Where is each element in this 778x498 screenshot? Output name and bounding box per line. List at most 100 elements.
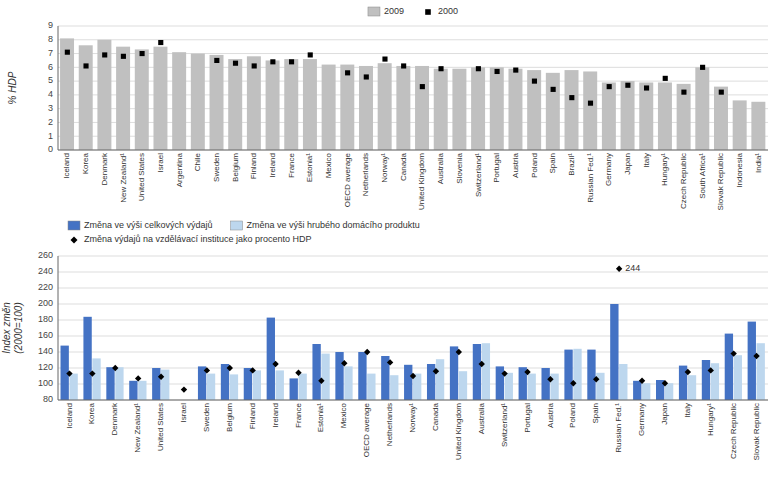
bar xyxy=(452,69,466,150)
x-tick-label: South Africa¹ xyxy=(698,153,707,199)
bar xyxy=(508,69,522,150)
y-tick-label: 5 xyxy=(48,75,53,85)
point xyxy=(501,370,507,376)
point xyxy=(708,367,714,373)
y-axis-label: Index změn(2000=100) xyxy=(1,302,24,354)
x-tick-label: Korea xyxy=(81,152,90,174)
x-tick-label: Iceland xyxy=(65,403,74,429)
y-axis-line xyxy=(58,256,59,400)
point xyxy=(295,370,301,376)
bar xyxy=(757,343,765,400)
point xyxy=(524,369,530,375)
y-tick-label: 140 xyxy=(38,346,53,356)
point xyxy=(433,368,439,374)
point xyxy=(318,378,324,384)
bar xyxy=(390,375,398,400)
x-axis-line xyxy=(58,400,768,401)
y-tick-label: 200 xyxy=(38,298,53,308)
point xyxy=(112,365,118,371)
bar xyxy=(459,371,467,400)
bar xyxy=(135,49,149,150)
bar xyxy=(415,66,429,150)
x-tick-label: Italy xyxy=(642,153,651,168)
x-tick-label: Portugal xyxy=(492,153,501,183)
legend-label: 2000 xyxy=(438,6,458,16)
bar xyxy=(228,59,242,150)
point xyxy=(438,66,443,71)
bar xyxy=(633,381,641,400)
x-tick-label: Belgium xyxy=(231,153,240,182)
x-tick-label: Denmark xyxy=(100,152,109,185)
bar xyxy=(404,365,412,400)
point xyxy=(135,375,141,381)
chart-canvas: 0123456789% HDPIcelandKoreaDenmarkNew Ze… xyxy=(0,0,778,498)
point xyxy=(663,76,668,81)
bar xyxy=(639,82,653,150)
x-tick-label: New Zealand¹ xyxy=(119,153,128,203)
bar xyxy=(596,373,604,400)
bar xyxy=(473,344,481,400)
legend-item: 2009 xyxy=(368,6,404,16)
x-tick-label: Spain xyxy=(548,153,557,173)
x-tick-label: Ireland xyxy=(268,153,277,177)
bar xyxy=(471,67,485,150)
plot-marks xyxy=(61,266,765,400)
legend-label: 2009 xyxy=(384,6,404,16)
bar xyxy=(60,38,74,150)
grid-line xyxy=(58,39,768,40)
y-tick-label: 2 xyxy=(48,117,53,127)
bar xyxy=(546,73,560,150)
y-tick-label: 120 xyxy=(38,362,53,372)
y-tick-label: 240 xyxy=(38,266,53,276)
point xyxy=(719,90,724,95)
point xyxy=(364,349,370,355)
x-tick-label: Slovak Republic xyxy=(752,403,761,460)
point xyxy=(644,85,649,90)
point xyxy=(607,84,612,89)
bar xyxy=(695,67,709,150)
point xyxy=(410,373,416,379)
point xyxy=(233,61,238,66)
bar xyxy=(321,354,329,400)
x-tick-label: Slovenia xyxy=(455,152,464,183)
grid-line xyxy=(58,150,768,151)
point xyxy=(364,74,369,79)
point xyxy=(685,369,691,375)
y-axis-label: % HDP xyxy=(7,71,18,104)
x-tick-label: Spain xyxy=(591,403,600,423)
x-tick-label: Germany xyxy=(604,153,613,186)
bar xyxy=(298,374,306,400)
x-tick-label: Ireland xyxy=(271,403,280,427)
point xyxy=(272,361,278,367)
point xyxy=(495,69,500,74)
bar xyxy=(244,368,252,400)
bar xyxy=(450,346,458,400)
legend-swatch xyxy=(71,237,78,244)
bar xyxy=(527,70,541,150)
bar xyxy=(290,378,298,400)
y-tick-label: 180 xyxy=(38,314,53,324)
x-tick-label: Israel xyxy=(179,403,188,423)
point xyxy=(89,370,95,376)
grid-line xyxy=(58,352,768,353)
bar xyxy=(69,374,77,400)
point xyxy=(681,90,686,95)
x-tick-label: Argentina xyxy=(175,152,184,187)
x-tick-label: Austria xyxy=(511,152,520,177)
x-tick-label: OECD average xyxy=(362,402,371,457)
point xyxy=(730,350,736,356)
bar xyxy=(587,350,595,400)
point xyxy=(214,58,219,63)
bar xyxy=(541,368,549,400)
bar xyxy=(161,370,169,400)
bar xyxy=(335,352,343,400)
y-tick-label: 8 xyxy=(48,34,53,44)
grid-line xyxy=(58,272,768,273)
bar xyxy=(153,47,167,150)
bar xyxy=(677,84,691,150)
bar xyxy=(688,375,696,400)
x-tick-label: Finland xyxy=(249,153,258,179)
x-tick-label: Japan xyxy=(623,153,632,175)
point xyxy=(382,57,387,62)
chart-1: 80100120140160180200220240260Index změn(… xyxy=(1,220,768,460)
